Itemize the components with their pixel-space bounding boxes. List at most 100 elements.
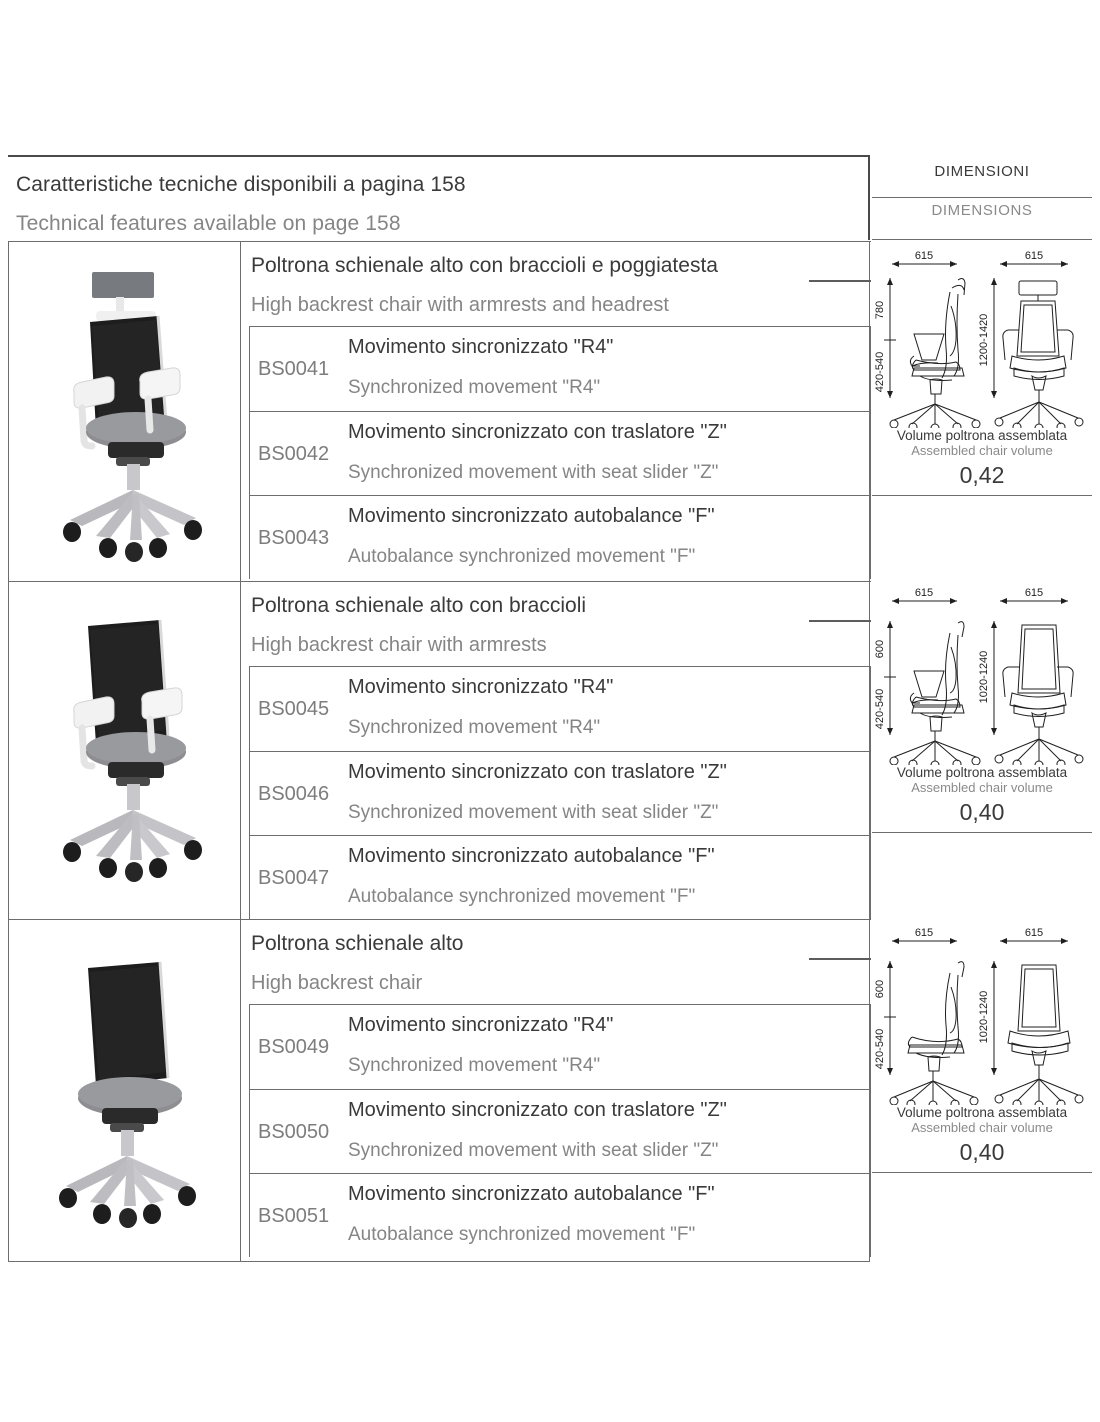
chair-dimension-drawing-plain: 615 615 600 420-540 1020-1240 <box>874 927 1084 1105</box>
variant-text-en: Synchronized movement "R4" <box>348 717 601 738</box>
variant-text-en: Synchronized movement "R4" <box>348 1055 601 1076</box>
variant-code: BS0042 <box>258 443 330 465</box>
dim-front-width: 615 <box>1025 250 1043 262</box>
variant-text-it: Movimento sincronizzato autobalance "F" <box>348 505 715 527</box>
dim-side-width: 615 <box>915 250 933 262</box>
product-title-en: High backrest chair with armrests and he… <box>251 294 669 316</box>
dim-back-height: 780 <box>874 301 886 319</box>
volume-value: 0,40 <box>959 1139 1005 1166</box>
title-rule <box>809 620 871 622</box>
product-description-cell: Poltrona schienale alto con braccioli e … <box>241 242 871 581</box>
technical-drawings: 615 615 780 420-540 1200-1420 <box>872 248 1092 428</box>
chair-dimension-drawing-headrest: 615 615 780 420-540 1200-1420 <box>874 250 1084 428</box>
dimensions-title-en: DIMENSIONS <box>872 202 1092 240</box>
volume-label-it: Volume poltrona assemblata <box>896 428 1068 443</box>
variant-code: BS0043 <box>258 527 330 549</box>
variant-text-it: Movimento sincronizzato autobalance "F" <box>348 845 715 867</box>
variant-list: BS0041 Movimento sincronizzato "R4" Sync… <box>249 326 871 579</box>
dim-total-height: 1020-1240 <box>978 651 990 704</box>
dim-total-height: 1020-1240 <box>978 991 990 1044</box>
product-description-cell: Poltrona schienale alto High backrest ch… <box>241 920 871 1262</box>
dim-back-height: 600 <box>874 980 886 998</box>
variant-text-en: Autobalance synchronized movement "F" <box>348 546 696 567</box>
dim-seat-height: 420-540 <box>874 352 886 392</box>
dimensions-header: DIMENSIONI DIMENSIONS <box>872 155 1092 241</box>
variant-list: BS0049 Movimento sincronizzato "R4" Sync… <box>249 1004 871 1257</box>
dim-seat-height: 420-540 <box>874 689 886 729</box>
product-title-en: High backrest chair <box>251 972 423 994</box>
variant-row[interactable]: BS0047 Movimento sincronizzato autobalan… <box>250 835 869 919</box>
title-rule <box>809 958 871 960</box>
variant-text-en: Autobalance synchronized movement "F" <box>348 886 696 907</box>
variant-row[interactable]: BS0049 Movimento sincronizzato "R4" Sync… <box>250 1005 869 1089</box>
chair-illustration-armrests <box>62 619 202 882</box>
variant-code: BS0049 <box>258 1036 330 1058</box>
product-title-en: High backrest chair with armrests <box>251 634 547 656</box>
dim-side-width: 615 <box>915 927 933 939</box>
dimension-column: 615 615 600 420-540 1020-1240 Volume pol… <box>872 585 1092 834</box>
volume-value: 0,42 <box>959 462 1005 489</box>
product-photo-cell <box>9 242 241 581</box>
variant-text-en: Synchronized movement with seat slider "… <box>348 1140 719 1161</box>
variant-code: BS0051 <box>258 1205 330 1227</box>
product-description-cell: Poltrona schienale alto con braccioli Hi… <box>241 582 871 919</box>
technical-drawings: 615 615 600 420-540 1020-1240 <box>872 925 1092 1105</box>
variant-row[interactable]: BS0042 Movimento sincronizzato con trasl… <box>250 411 869 495</box>
variant-text-en: Synchronized movement with seat slider "… <box>348 802 719 823</box>
volume-label-en: Assembled chair volume <box>911 1119 1053 1135</box>
variant-text-it: Movimento sincronizzato "R4" <box>348 1014 614 1036</box>
chair-dimension-drawing-armrests: 615 615 600 420-540 1020-1240 <box>874 587 1084 765</box>
variant-row[interactable]: BS0046 Movimento sincronizzato con trasl… <box>250 751 869 835</box>
product-title-it: Poltrona schienale alto <box>251 932 464 955</box>
variant-text-en: Synchronized movement with seat slider "… <box>348 462 719 483</box>
variant-text-en: Synchronized movement "R4" <box>348 377 601 398</box>
variant-code: BS0050 <box>258 1121 330 1143</box>
chair-photo <box>30 608 220 888</box>
volume-box: Volume poltrona assemblata Assembled cha… <box>872 428 1092 497</box>
product-block: Poltrona schienale alto High backrest ch… <box>9 919 871 1262</box>
product-block: Poltrona schienale alto con braccioli e … <box>9 241 871 581</box>
product-title-it: Poltrona schienale alto con braccioli <box>251 594 587 617</box>
title-rule <box>809 280 871 282</box>
product-block: Poltrona schienale alto con braccioli Hi… <box>9 581 871 919</box>
dimension-column: 615 615 600 420-540 1020-1240 Volume pol… <box>872 925 1092 1174</box>
variant-row[interactable]: BS0041 Movimento sincronizzato "R4" Sync… <box>250 327 869 411</box>
variant-code: BS0041 <box>258 358 330 380</box>
dim-front-width: 615 <box>1025 927 1043 939</box>
dimensions-title-it: DIMENSIONI <box>872 163 1092 198</box>
chair-illustration-plain <box>58 961 196 1228</box>
variant-text-it: Movimento sincronizzato "R4" <box>348 336 614 358</box>
volume-box: Volume poltrona assemblata Assembled cha… <box>872 765 1092 834</box>
variant-code: BS0045 <box>258 698 330 720</box>
dim-front-width: 615 <box>1025 587 1043 599</box>
product-photo-cell <box>9 582 241 919</box>
variant-code: BS0047 <box>258 867 330 889</box>
variant-code: BS0046 <box>258 783 330 805</box>
technical-note-header: Caratteristiche tecniche disponibili a p… <box>8 155 870 240</box>
variant-row[interactable]: BS0051 Movimento sincronizzato autobalan… <box>250 1173 869 1257</box>
technical-drawings: 615 615 600 420-540 1020-1240 <box>872 585 1092 765</box>
dim-back-height: 600 <box>874 640 886 658</box>
variant-list: BS0045 Movimento sincronizzato "R4" Sync… <box>249 666 871 919</box>
variant-row[interactable]: BS0050 Movimento sincronizzato con trasl… <box>250 1089 869 1173</box>
product-table: Poltrona schienale alto con braccioli e … <box>8 241 871 1262</box>
chair-photo <box>30 950 220 1230</box>
volume-label-it: Volume poltrona assemblata <box>896 765 1068 780</box>
variant-text-en: Autobalance synchronized movement "F" <box>348 1224 696 1245</box>
chair-illustration-headrest <box>62 272 202 562</box>
product-title-it: Poltrona schienale alto con braccioli e … <box>251 254 718 277</box>
variant-text-it: Movimento sincronizzato con traslatore "… <box>348 421 727 443</box>
volume-label-it: Volume poltrona assemblata <box>896 1105 1068 1120</box>
dim-total-height: 1200-1420 <box>978 314 990 367</box>
volume-box: Volume poltrona assemblata Assembled cha… <box>872 1105 1092 1174</box>
technical-note-en: Technical features available on page 158 <box>16 212 401 235</box>
volume-value: 0,40 <box>959 799 1005 826</box>
variant-row[interactable]: BS0043 Movimento sincronizzato autobalan… <box>250 495 869 579</box>
dim-side-width: 615 <box>915 587 933 599</box>
volume-label-en: Assembled chair volume <box>911 779 1053 795</box>
volume-label-en: Assembled chair volume <box>911 442 1053 458</box>
variant-text-it: Movimento sincronizzato autobalance "F" <box>348 1183 715 1205</box>
variant-text-it: Movimento sincronizzato con traslatore "… <box>348 1099 727 1121</box>
variant-row[interactable]: BS0045 Movimento sincronizzato "R4" Sync… <box>250 667 869 751</box>
